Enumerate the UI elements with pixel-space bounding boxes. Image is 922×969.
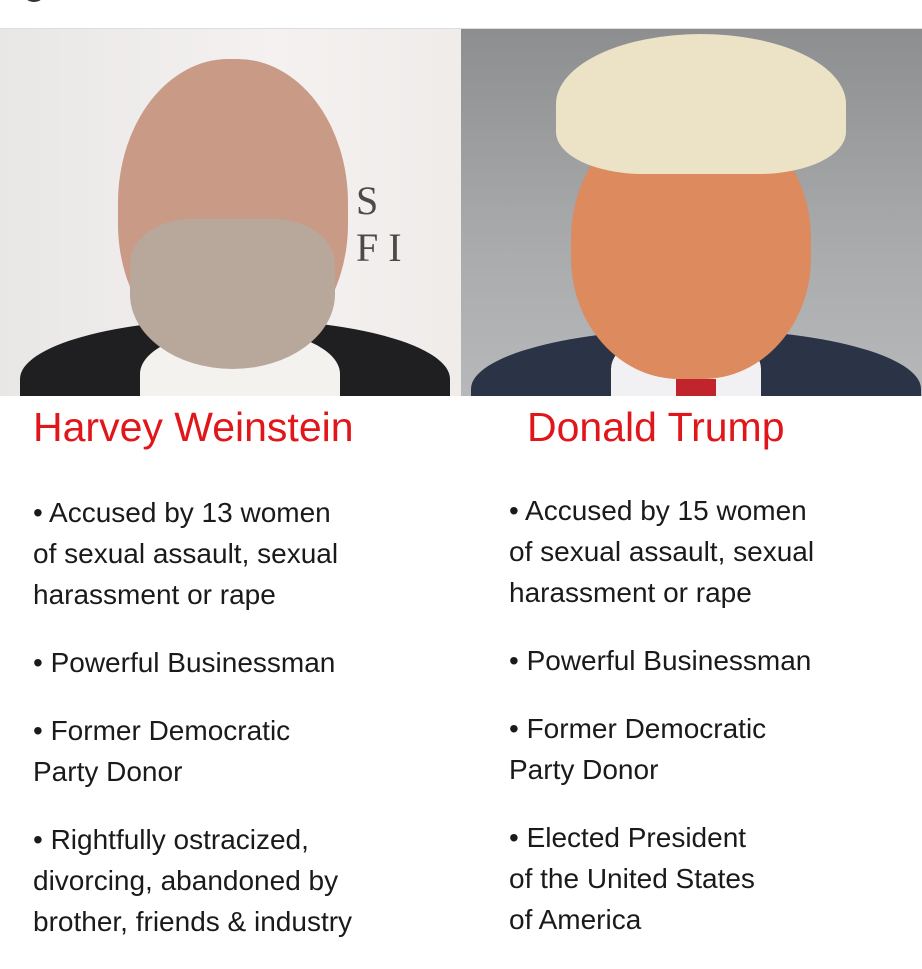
list-item: • Former Democratic Party Donor	[33, 715, 291, 787]
list-item: • Elected President of the United States…	[509, 822, 755, 935]
list-item: • Powerful Businessman	[33, 647, 336, 678]
left-bullet-list: • Accused by 13 women of sexual assault,…	[33, 492, 352, 969]
list-item: • Accused by 15 women of sexual assault,…	[509, 495, 815, 608]
cropped-icon	[22, 0, 46, 2]
list-item: • Former Democratic Party Donor	[509, 713, 767, 785]
list-item: • Powerful Businessman	[509, 645, 812, 676]
photo-donald-trump	[461, 29, 922, 396]
divider	[0, 28, 922, 29]
list-item: • Rightfully ostracized, divorcing, aban…	[33, 824, 353, 937]
left-name-heading: Harvey Weinstein	[33, 404, 354, 450]
right-name-heading: Donald Trump	[527, 404, 785, 450]
right-bullet-list: • Accused by 15 women of sexual assault,…	[509, 490, 814, 967]
backdrop-text: S FI	[356, 178, 412, 270]
list-item: • Accused by 13 women of sexual assault,…	[33, 497, 339, 610]
photo-harvey-weinstein: S FI	[0, 29, 461, 396]
